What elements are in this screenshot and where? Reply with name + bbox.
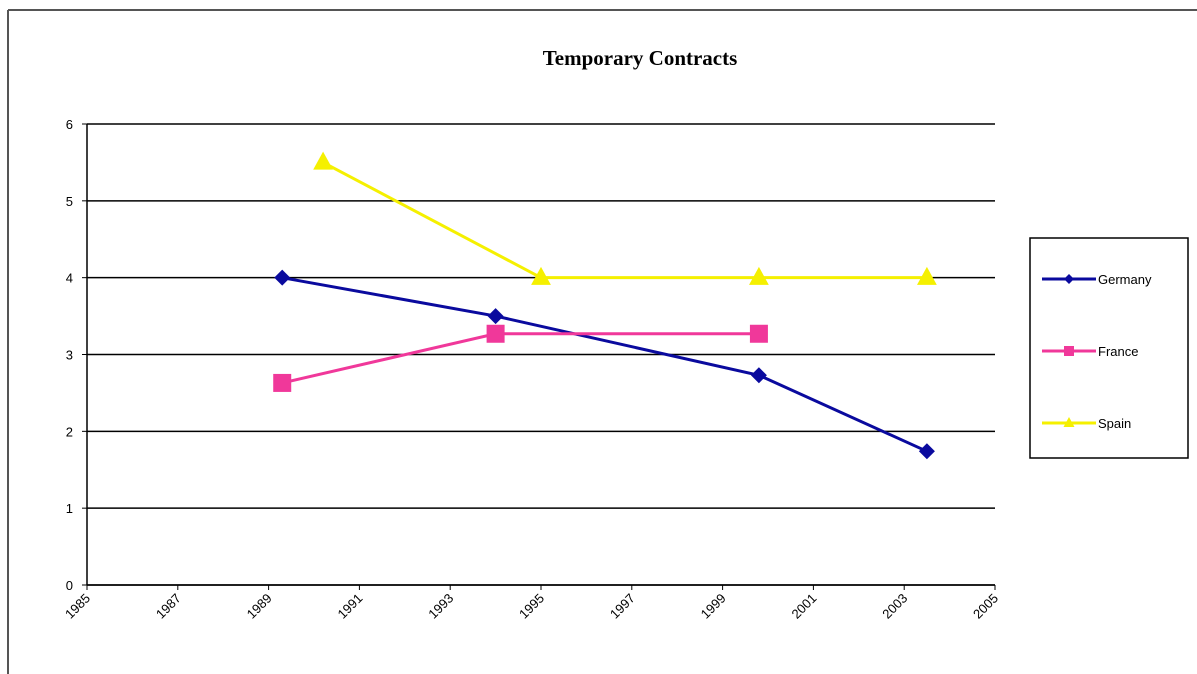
x-tick-label: 1989 (244, 591, 275, 622)
chart-title: Temporary Contracts (543, 46, 738, 70)
x-tick-label: 1993 (425, 591, 456, 622)
marker (531, 266, 551, 285)
y-tick-label: 6 (66, 117, 73, 132)
marker (1064, 346, 1074, 356)
marker (273, 373, 292, 392)
x-tick-label: 1987 (153, 591, 184, 622)
marker (1064, 274, 1074, 284)
y-tick-label: 4 (66, 271, 73, 286)
series-line (281, 276, 928, 453)
x-tick-label: 1991 (334, 591, 365, 622)
x-tick-label: 1997 (607, 591, 638, 622)
legend-label: France (1098, 344, 1138, 359)
marker (313, 151, 333, 170)
legend-label: Germany (1098, 272, 1152, 287)
marker (749, 324, 768, 343)
marker (750, 367, 767, 384)
marker (486, 324, 505, 343)
x-tick-label: 2001 (788, 591, 819, 622)
marker (917, 266, 937, 285)
series-line (322, 161, 927, 280)
legend-label: Spain (1098, 416, 1131, 431)
marker (1063, 417, 1075, 427)
x-tick-label: 2003 (879, 591, 910, 622)
x-tick-label: 2005 (970, 591, 1001, 622)
y-tick-label: 3 (66, 348, 73, 363)
y-tick-label: 5 (66, 194, 73, 209)
marker (918, 443, 935, 460)
y-tick-label: 0 (66, 578, 73, 593)
legend-box (1029, 237, 1189, 459)
x-tick-label: 1985 (62, 591, 93, 622)
y-tick-label: 2 (66, 424, 73, 439)
marker (274, 269, 291, 286)
x-tick-label: 1995 (516, 591, 547, 622)
x-tick-label: 1999 (698, 591, 729, 622)
y-tick-label: 1 (66, 501, 73, 516)
marker (487, 308, 504, 325)
marker (749, 266, 769, 285)
